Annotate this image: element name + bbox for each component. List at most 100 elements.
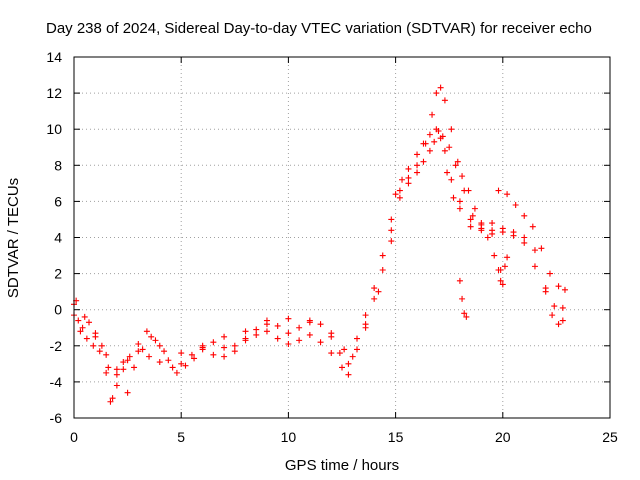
data-point — [274, 335, 281, 342]
data-point — [546, 270, 553, 277]
data-point — [221, 353, 228, 360]
data-point — [521, 239, 528, 246]
data-point — [105, 364, 112, 371]
data-point — [285, 340, 292, 347]
data-point — [463, 313, 470, 320]
data-point — [512, 202, 519, 209]
grid — [74, 57, 610, 418]
data-point — [521, 212, 528, 219]
x-tick-label: 25 — [602, 429, 618, 445]
data-point — [559, 304, 566, 311]
data-point — [90, 342, 97, 349]
y-tick-label: 10 — [46, 121, 62, 137]
data-point — [242, 337, 249, 344]
data-point — [499, 281, 506, 288]
data-point — [531, 247, 538, 254]
data-point — [317, 339, 324, 346]
data-point — [113, 371, 120, 378]
data-point — [388, 238, 395, 245]
data-point — [497, 277, 504, 284]
data-point — [484, 234, 491, 241]
data-point — [542, 288, 549, 295]
y-tick-label: 12 — [46, 85, 62, 101]
data-point — [426, 147, 433, 154]
data-point — [135, 340, 142, 347]
x-tick-label: 5 — [177, 429, 185, 445]
data-point — [461, 310, 468, 317]
data-point — [169, 364, 176, 371]
data-point — [531, 263, 538, 270]
y-tick-label: 6 — [54, 193, 62, 209]
data-point — [388, 216, 395, 223]
data-point — [405, 174, 412, 181]
data-point — [489, 230, 496, 237]
data-point — [354, 335, 361, 342]
data-point — [221, 333, 228, 340]
data-point — [306, 319, 313, 326]
data-point — [178, 350, 185, 357]
data-point — [414, 162, 421, 169]
x-tick-label: 10 — [281, 429, 297, 445]
data-point — [456, 205, 463, 212]
data-point — [555, 321, 562, 328]
data-point — [253, 326, 260, 333]
data-point — [113, 366, 120, 373]
data-point — [103, 351, 110, 358]
x-tick-label: 0 — [70, 429, 78, 445]
data-point — [441, 97, 448, 104]
data-point — [152, 337, 159, 344]
data-point — [450, 194, 457, 201]
data-point — [491, 252, 498, 259]
data-point — [349, 353, 356, 360]
data-point — [420, 158, 427, 165]
data-point — [362, 312, 369, 319]
data-point — [504, 254, 511, 261]
data-point — [559, 317, 566, 324]
data-point — [501, 263, 508, 270]
data-point — [135, 348, 142, 355]
data-point — [414, 151, 421, 158]
data-point — [437, 84, 444, 91]
data-point — [467, 223, 474, 230]
data-point — [379, 266, 386, 273]
data-point — [161, 348, 168, 355]
data-point — [429, 111, 436, 118]
y-tick-label: -4 — [50, 374, 63, 390]
series-track-e — [456, 263, 508, 320]
data-point — [231, 342, 238, 349]
data-point — [433, 90, 440, 97]
data-point — [495, 187, 502, 194]
data-point — [124, 389, 131, 396]
series-track-a — [71, 126, 566, 402]
y-tick-label: 2 — [54, 266, 62, 282]
data-point — [231, 348, 238, 355]
data-point — [452, 162, 459, 169]
data-point — [107, 398, 114, 405]
data-point — [448, 176, 455, 183]
data-point — [392, 191, 399, 198]
data-point — [454, 158, 461, 165]
data-point — [426, 131, 433, 138]
data-point — [345, 371, 352, 378]
data-point — [124, 357, 131, 364]
y-tick-label: -6 — [50, 410, 63, 426]
data-point — [146, 353, 153, 360]
data-point — [504, 191, 511, 198]
data-point — [188, 351, 195, 358]
data-point — [210, 339, 217, 346]
data-point — [182, 362, 189, 369]
data-point — [555, 283, 562, 290]
data-point — [388, 227, 395, 234]
data-point — [444, 169, 451, 176]
data-point — [465, 187, 472, 194]
data-point — [495, 266, 502, 273]
data-point — [143, 328, 150, 335]
data-point — [448, 126, 455, 133]
data-point — [345, 360, 352, 367]
data-point — [120, 366, 127, 373]
data-point — [379, 252, 386, 259]
data-point — [79, 324, 86, 331]
data-point — [456, 198, 463, 205]
data-point — [362, 324, 369, 331]
